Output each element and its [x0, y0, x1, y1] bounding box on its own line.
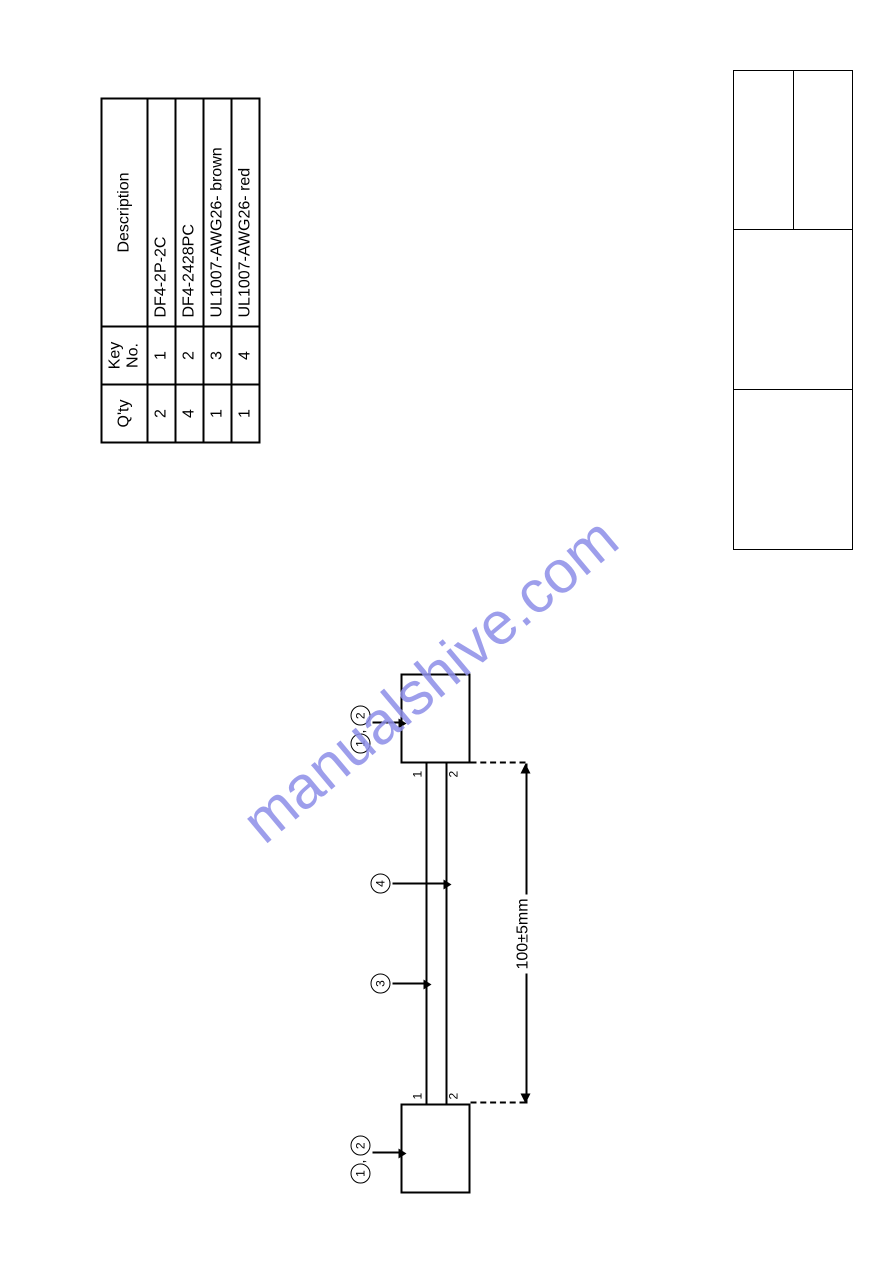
circled-number-icon: 1	[350, 1163, 370, 1183]
right-connector-block	[400, 673, 470, 763]
cell-qty: 4	[175, 384, 203, 442]
col-header-desc: Description	[101, 98, 147, 326]
arrow-down-icon	[398, 1148, 406, 1158]
callout-arrow-line	[372, 721, 400, 723]
callout-arrow-line	[392, 882, 445, 884]
table-row: 1 3 UL1007-AWG26- brown	[203, 98, 231, 442]
arrow-right-icon	[520, 763, 530, 773]
wire-2	[445, 763, 447, 1103]
cable-diagram: 1 2 1 2 1, 2 1, 2	[310, 633, 610, 1193]
cell-desc: UL1007-AWG26- red	[231, 98, 259, 326]
cell-desc: DF4-2428PC	[175, 98, 203, 326]
left-connector-block	[400, 1103, 470, 1193]
callout-arrow-line	[392, 982, 425, 984]
arrow-down-icon	[398, 718, 406, 728]
dim-extension-line	[470, 1101, 525, 1103]
cell-qty: 2	[147, 384, 175, 442]
cell-key: 2	[175, 326, 203, 384]
col-header-qty: Q'ty	[101, 384, 147, 442]
pin-label: 1	[410, 770, 424, 777]
cell-qty: 1	[231, 384, 259, 442]
pin-label: 2	[446, 770, 460, 777]
circled-number-icon: 1	[350, 733, 370, 753]
arrow-down-icon	[423, 979, 431, 989]
cell-qty: 1	[203, 384, 231, 442]
col-header-key: Key No.	[101, 326, 147, 384]
circled-number-icon: 2	[350, 705, 370, 725]
dimension-label: 100±5mm	[514, 894, 532, 973]
cell-key: 3	[203, 326, 231, 384]
callout-arrow-line	[372, 1151, 400, 1153]
cell-desc: UL1007-AWG26- brown	[203, 98, 231, 326]
right-connector-callout: 1, 2	[350, 705, 370, 753]
parts-table: Q'ty Key No. Description 2 1 DF4-2P-2C 4…	[100, 97, 260, 443]
wire-1	[425, 763, 427, 1103]
cell-key: 4	[231, 326, 259, 384]
dim-extension-line	[470, 761, 525, 763]
circled-number-icon: 3	[370, 973, 390, 993]
cell-desc: DF4-2P-2C	[147, 98, 175, 326]
circled-number-icon: 2	[350, 1135, 370, 1155]
table-row: 1 4 UL1007-AWG26- red	[231, 98, 259, 442]
cell-key: 1	[147, 326, 175, 384]
pin-label: 1	[410, 1092, 424, 1099]
wire-callout-upper: 3	[370, 973, 390, 993]
arrow-left-icon	[520, 1093, 530, 1103]
titleblock-frame	[733, 70, 853, 550]
table-row: 4 2 DF4-2428PC	[175, 98, 203, 442]
left-connector-callout: 1, 2	[350, 1135, 370, 1183]
arrow-down-icon	[443, 879, 451, 889]
table-row: 2 1 DF4-2P-2C	[147, 98, 175, 442]
wire-callout-lower: 4	[370, 873, 390, 893]
pin-label: 2	[446, 1092, 460, 1099]
circled-number-icon: 4	[370, 873, 390, 893]
